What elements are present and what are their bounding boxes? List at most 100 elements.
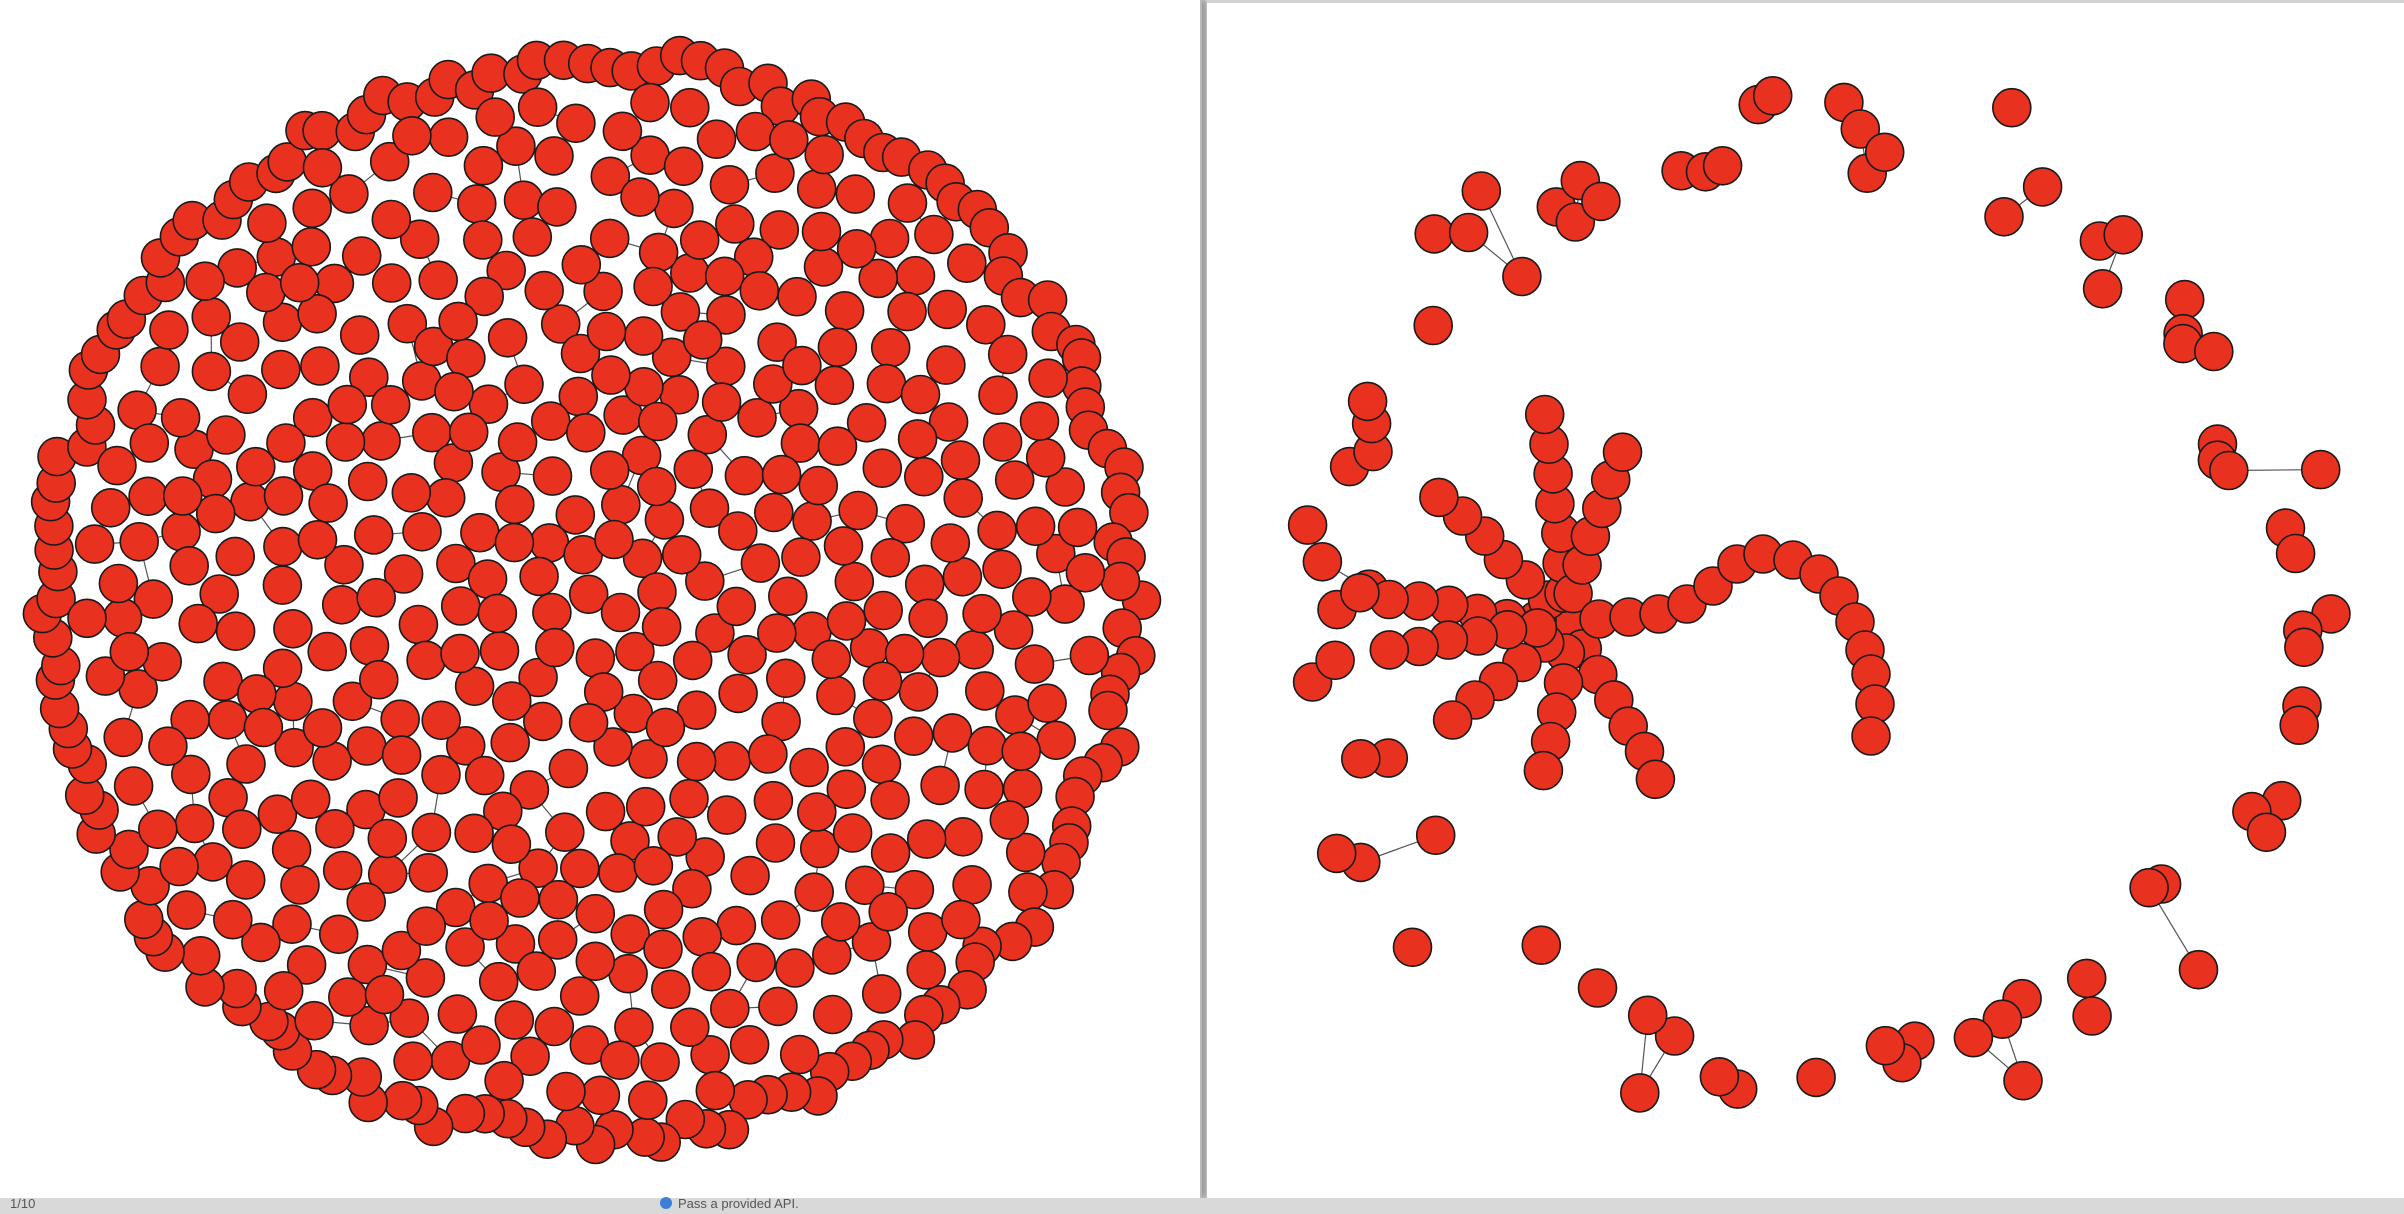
right-graph-node[interactable] xyxy=(2300,449,2341,490)
left-graph-node[interactable] xyxy=(315,808,355,849)
left-graph-node[interactable] xyxy=(494,484,535,525)
left-graph-node[interactable] xyxy=(534,136,574,176)
right-graph-node[interactable] xyxy=(1341,738,1381,779)
left-graph-node[interactable] xyxy=(494,1000,535,1040)
left-graph-node[interactable] xyxy=(755,823,796,863)
left-graph-node[interactable] xyxy=(113,766,154,806)
left-graph-node[interactable] xyxy=(530,401,571,441)
left-graph-node[interactable] xyxy=(1028,358,1068,399)
left-graph-node[interactable] xyxy=(421,754,461,795)
left-graph-node[interactable] xyxy=(291,227,332,267)
left-graph-node[interactable] xyxy=(736,942,777,983)
left-graph-node[interactable] xyxy=(844,865,885,906)
left-graph-node[interactable] xyxy=(638,232,679,273)
left-graph-node[interactable] xyxy=(679,220,720,260)
right-graph-node[interactable] xyxy=(1316,833,1357,874)
left-graph-node[interactable] xyxy=(1008,872,1048,912)
left-graph-node[interactable] xyxy=(575,893,616,934)
left-graph-node[interactable] xyxy=(906,950,947,990)
left-graph-node[interactable] xyxy=(321,584,362,625)
left-graph-node[interactable] xyxy=(568,574,609,615)
left-graph-node[interactable] xyxy=(691,951,732,992)
left-graph-node[interactable] xyxy=(689,488,730,529)
left-graph-node[interactable] xyxy=(826,769,867,810)
left-graph-node[interactable] xyxy=(884,633,925,674)
right-graph-node[interactable] xyxy=(2178,949,2219,990)
left-graph-node[interactable] xyxy=(406,906,447,947)
right-graph-node[interactable] xyxy=(1415,815,1456,856)
left-graph-node[interactable] xyxy=(602,111,643,152)
left-graph-node[interactable] xyxy=(834,561,875,602)
left-graph-node[interactable] xyxy=(920,765,960,806)
left-graph-node[interactable] xyxy=(737,397,777,438)
left-graph-node[interactable] xyxy=(160,397,201,438)
left-graph-node[interactable] xyxy=(495,924,536,964)
left-graph-node[interactable] xyxy=(393,1041,433,1081)
left-graph-node[interactable] xyxy=(478,961,519,1002)
left-graph-node[interactable] xyxy=(387,303,428,344)
left-graph-node[interactable] xyxy=(926,345,966,385)
left-graph-node[interactable] xyxy=(661,534,702,575)
left-graph-node[interactable] xyxy=(207,699,248,740)
right-graph-node[interactable] xyxy=(1752,76,1793,116)
left-graph-node[interactable] xyxy=(434,371,474,412)
left-graph-node[interactable] xyxy=(920,637,961,678)
left-graph-node[interactable] xyxy=(964,671,1005,711)
left-graph-node[interactable] xyxy=(716,586,757,627)
left-graph-node[interactable] xyxy=(943,478,984,518)
left-graph-node[interactable] xyxy=(263,476,304,516)
left-graph-node[interactable] xyxy=(324,544,364,585)
left-graph-node[interactable] xyxy=(684,561,725,601)
left-graph-node[interactable] xyxy=(803,247,844,287)
left-graph-node[interactable] xyxy=(119,521,159,562)
left-graph-node[interactable] xyxy=(418,260,459,301)
left-graph-node[interactable] xyxy=(67,598,107,639)
left-graph-node[interactable] xyxy=(129,423,170,463)
left-graph-node[interactable] xyxy=(273,681,313,722)
left-graph-node[interactable] xyxy=(1015,506,1056,547)
left-graph-node[interactable] xyxy=(454,813,494,854)
right-graph-node[interactable] xyxy=(2066,958,2107,999)
left-graph-node[interactable] xyxy=(706,795,747,835)
left-graph-node[interactable] xyxy=(215,611,256,652)
left-graph-node[interactable] xyxy=(724,455,765,496)
left-graph-node[interactable] xyxy=(887,291,927,332)
left-graph-node[interactable] xyxy=(753,780,794,821)
left-graph-node[interactable] xyxy=(760,900,801,940)
right-graph-node[interactable] xyxy=(1392,927,1433,968)
left-graph-node[interactable] xyxy=(868,891,909,932)
left-graph-node[interactable] xyxy=(348,357,389,398)
left-graph-node[interactable] xyxy=(382,1080,423,1121)
left-graph-node[interactable] xyxy=(676,741,717,782)
left-graph-node[interactable] xyxy=(346,726,387,766)
left-graph-node[interactable] xyxy=(272,904,312,945)
left-graph-node[interactable] xyxy=(171,754,211,795)
left-graph-node[interactable] xyxy=(669,87,710,128)
left-graph-node[interactable] xyxy=(804,134,845,175)
right-graph-node[interactable] xyxy=(1982,999,2023,1040)
left-graph-node[interactable] xyxy=(897,419,938,459)
left-graph-node[interactable] xyxy=(962,593,1002,634)
left-graph-node[interactable] xyxy=(494,522,535,563)
left-graph-node[interactable] xyxy=(590,156,631,197)
left-graph-node[interactable] xyxy=(651,337,692,378)
left-graph-node[interactable] xyxy=(575,638,616,678)
left-graph-node[interactable] xyxy=(142,641,182,682)
left-graph-node[interactable] xyxy=(412,172,453,213)
left-graph-node[interactable] xyxy=(1069,635,1110,676)
left-graph-node[interactable] xyxy=(262,565,303,605)
left-graph-node[interactable] xyxy=(908,598,948,639)
left-graph-node[interactable] xyxy=(318,914,359,955)
left-graph-node[interactable] xyxy=(339,315,380,355)
right-graph-node[interactable] xyxy=(1521,925,1562,966)
left-graph-node[interactable] xyxy=(273,608,313,649)
left-graph-node[interactable] xyxy=(887,183,928,223)
left-graph-node[interactable] xyxy=(761,454,802,495)
left-graph-node[interactable] xyxy=(716,905,757,946)
left-graph-node[interactable] xyxy=(463,145,504,186)
left-graph-node[interactable] xyxy=(263,526,303,567)
left-graph-node[interactable] xyxy=(292,397,333,438)
right-graph-node[interactable] xyxy=(1523,750,1564,791)
left-graph-node[interactable] xyxy=(503,180,544,220)
left-graph-node[interactable] xyxy=(534,627,575,668)
